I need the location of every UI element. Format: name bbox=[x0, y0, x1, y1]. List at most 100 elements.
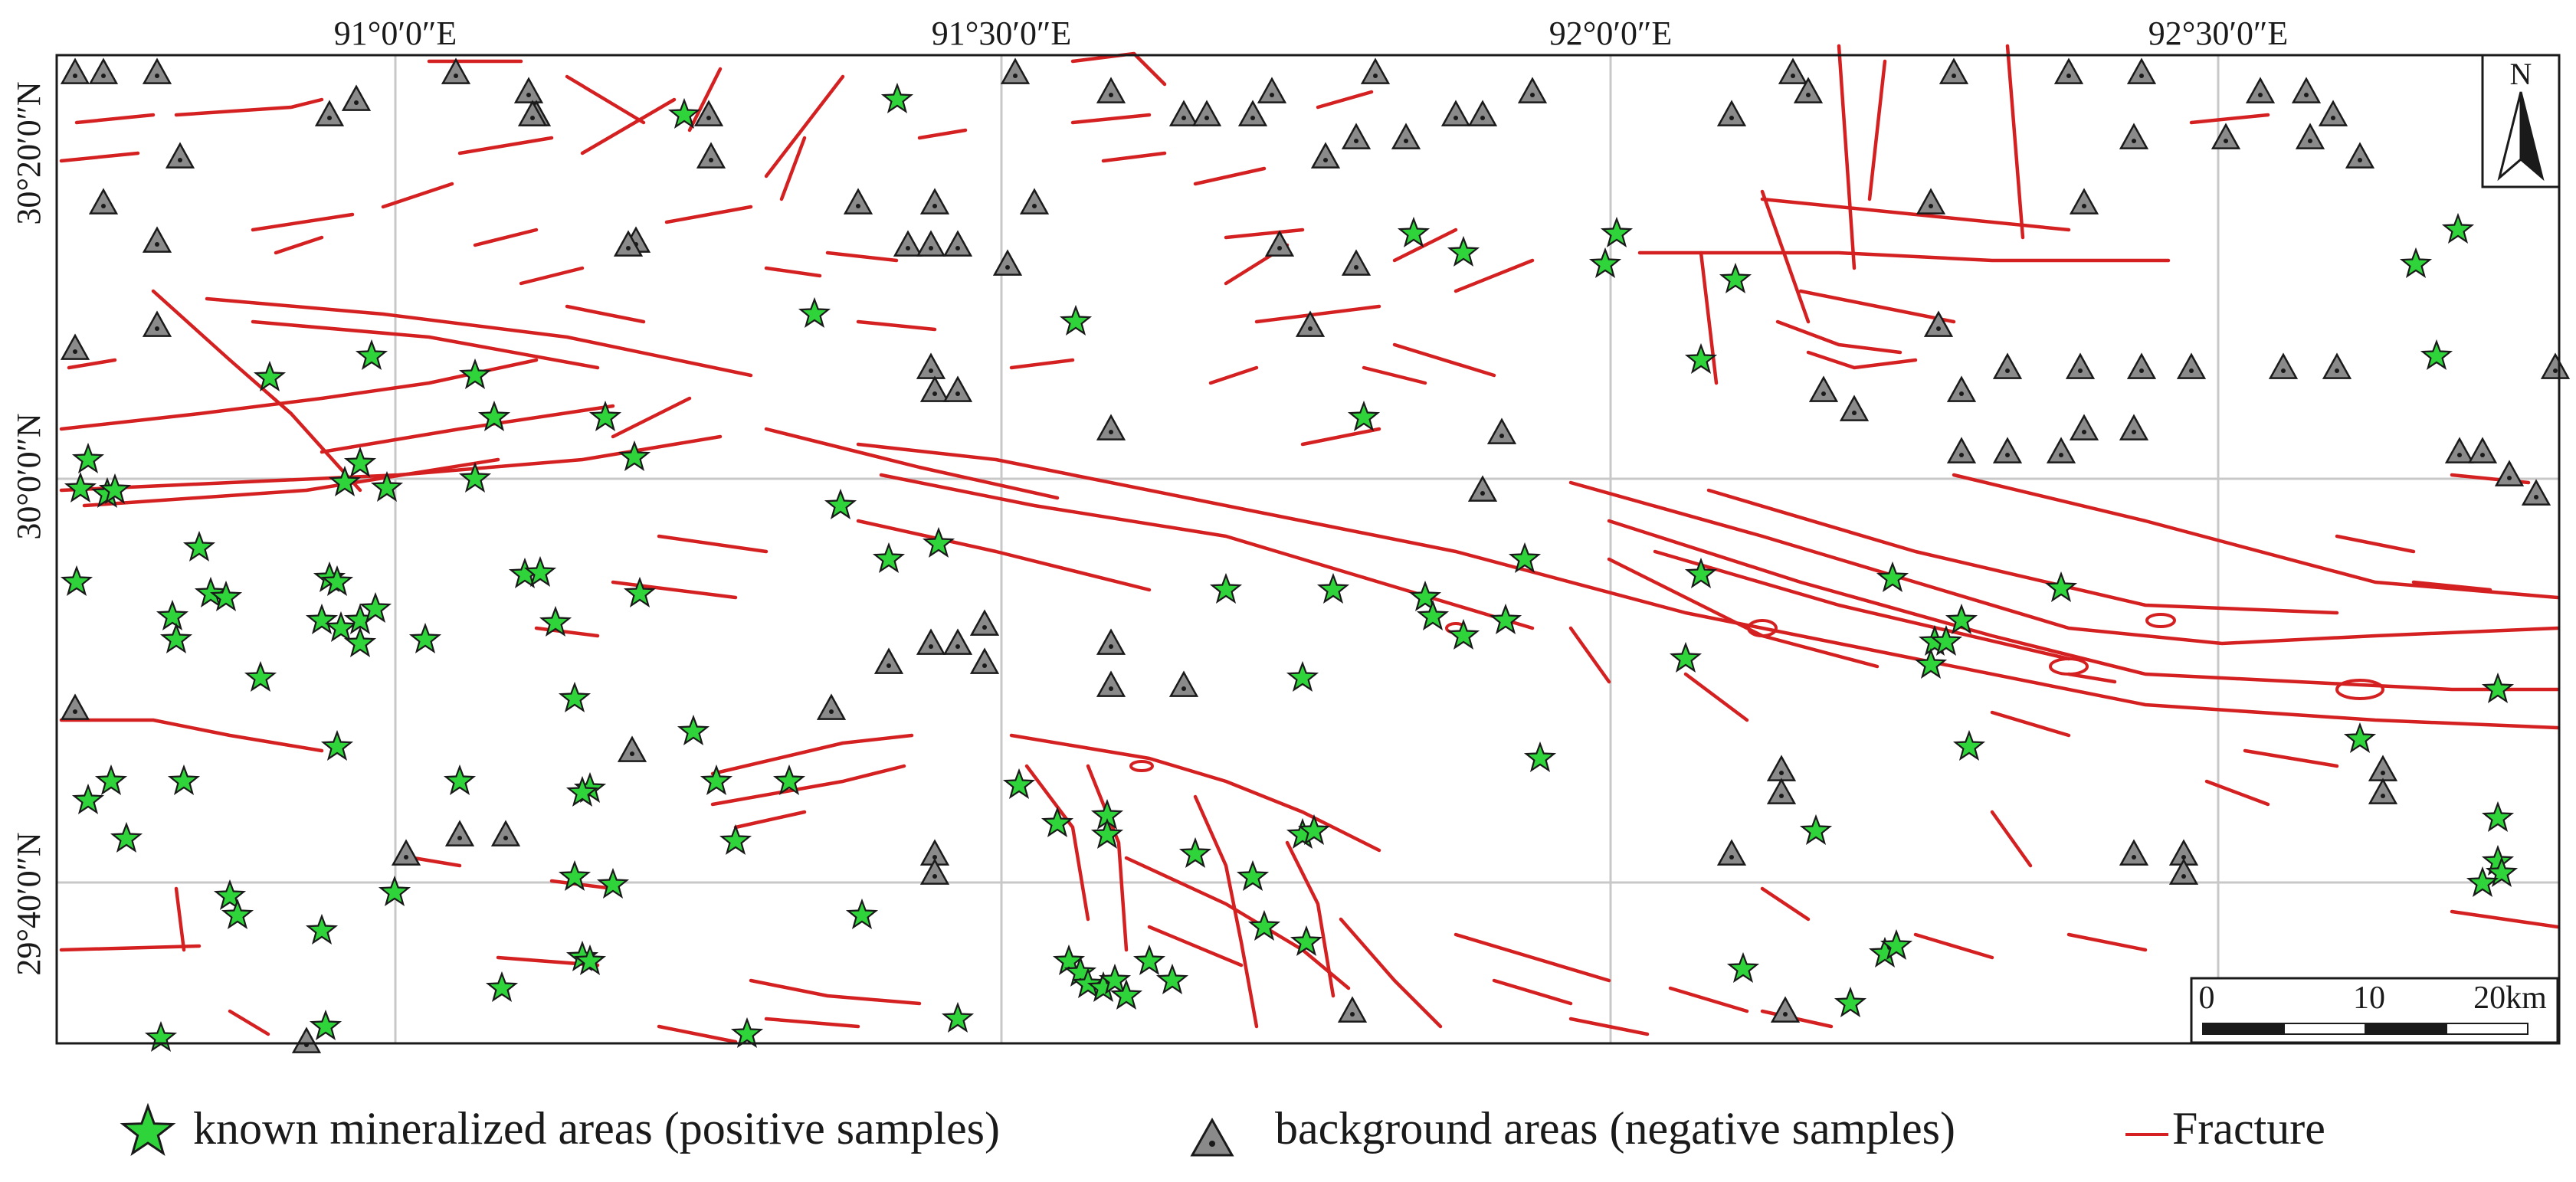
negative-sample bbox=[919, 858, 950, 885]
negative-sample bbox=[1716, 100, 1747, 126]
fracture-94 bbox=[2066, 672, 2117, 684]
negative-sample bbox=[617, 735, 647, 762]
map-area bbox=[57, 44, 2571, 1053]
negative-sample bbox=[1770, 996, 1801, 1023]
positive-sample bbox=[64, 471, 97, 503]
fracture-21 bbox=[1867, 59, 1887, 201]
positive-sample bbox=[1914, 647, 1948, 679]
negative-sample bbox=[1939, 57, 1969, 84]
negative-sample bbox=[60, 333, 90, 360]
negative-sample bbox=[1360, 57, 1391, 84]
negative-sample bbox=[2126, 57, 2157, 84]
negative-sample bbox=[893, 230, 923, 257]
fracture-20 bbox=[1798, 289, 1956, 324]
negative-sample bbox=[696, 142, 726, 169]
negative-sample bbox=[2368, 778, 2398, 804]
positive-sample bbox=[1132, 944, 1166, 975]
positive-sample bbox=[730, 1017, 764, 1048]
fracture-88 bbox=[764, 1017, 860, 1029]
negative-sample bbox=[942, 628, 973, 655]
fracture-16 bbox=[1607, 557, 1880, 669]
positive-sample bbox=[1397, 216, 1431, 247]
positive-sample bbox=[1236, 859, 1270, 891]
positive-sample bbox=[845, 898, 879, 929]
negative-sample bbox=[1486, 417, 1517, 444]
fracture-62 bbox=[611, 580, 738, 600]
negative-sample bbox=[992, 249, 1023, 276]
fracture-81 bbox=[2204, 779, 2270, 807]
positive-sample bbox=[378, 875, 411, 906]
positive-sample bbox=[182, 530, 216, 562]
map-background bbox=[57, 55, 2559, 1043]
positive-sample bbox=[824, 488, 857, 519]
fracture-57 bbox=[764, 266, 822, 278]
negative-sample bbox=[1992, 352, 2023, 379]
negative-sample bbox=[2295, 123, 2325, 149]
positive-sample bbox=[1726, 951, 1760, 983]
negative-sample bbox=[2119, 839, 2149, 866]
map-frame bbox=[55, 54, 2561, 1045]
positive-sample bbox=[1952, 729, 1986, 761]
fracture-102 bbox=[228, 1009, 270, 1036]
positive-sample bbox=[1286, 660, 1319, 692]
fracture-77 bbox=[1668, 986, 1749, 1013]
positive-sample bbox=[1684, 557, 1718, 588]
negative-sample bbox=[942, 230, 973, 257]
negative-sample bbox=[490, 820, 521, 846]
legend-negative-label: background areas (negative samples) bbox=[1275, 1103, 1955, 1154]
scale-bar: 0 10 20km bbox=[2190, 977, 2559, 1044]
negative-sample bbox=[2119, 123, 2149, 149]
fracture-34 bbox=[1254, 304, 1381, 324]
fracture-42 bbox=[457, 136, 554, 156]
negative-sample bbox=[2211, 123, 2241, 149]
positive-sample bbox=[1508, 542, 1542, 573]
negative-sample bbox=[1467, 100, 1498, 126]
fracture-1 bbox=[59, 358, 539, 431]
fracture-9 bbox=[856, 519, 1152, 592]
positive-sample bbox=[1523, 741, 1557, 772]
negative-sample bbox=[1946, 437, 1977, 463]
fracture-39 bbox=[1300, 427, 1381, 447]
fracture-75 bbox=[1492, 978, 1573, 1006]
positive-sample bbox=[588, 400, 622, 431]
positive-sample bbox=[244, 660, 277, 692]
positive-sample bbox=[2441, 212, 2475, 244]
positive-sample bbox=[941, 1001, 975, 1033]
positive-sample bbox=[1669, 641, 1703, 673]
fracture-99 bbox=[1990, 810, 2033, 868]
negative-sample bbox=[1168, 670, 1199, 697]
negative-sample bbox=[969, 647, 1000, 674]
fracture-4 bbox=[320, 404, 615, 454]
negative-sample bbox=[60, 57, 90, 84]
fracture-12 bbox=[1607, 519, 2560, 692]
positive-sample bbox=[443, 764, 477, 795]
positive-sample bbox=[596, 867, 630, 899]
fracture-64 bbox=[710, 733, 914, 776]
negative-sample bbox=[1808, 375, 1839, 402]
positive-sample bbox=[213, 879, 247, 910]
negative-sample bbox=[1778, 57, 1808, 84]
fracture-91 bbox=[1568, 626, 1611, 684]
positive-sample bbox=[623, 576, 657, 607]
negative-sample bbox=[2168, 858, 2199, 885]
negative-sample bbox=[1191, 100, 1222, 126]
positive-sample bbox=[485, 971, 519, 1002]
fracture-67 bbox=[1009, 733, 1381, 853]
positive-sample bbox=[159, 622, 193, 653]
fracture-93 bbox=[1990, 710, 2071, 738]
positive-sample bbox=[1109, 978, 1143, 1010]
fracture-43 bbox=[580, 97, 677, 156]
fracture-28 bbox=[1070, 113, 1152, 125]
negative-sample bbox=[2046, 437, 2076, 463]
positive-sample bbox=[677, 714, 710, 745]
negative-sample bbox=[1264, 230, 1295, 257]
fracture-72 bbox=[1285, 840, 1336, 998]
positive-sample bbox=[320, 729, 354, 761]
positive-sample bbox=[477, 400, 511, 431]
fracture-89 bbox=[657, 1024, 738, 1044]
fracture-17 bbox=[1637, 250, 2171, 263]
negative-sample bbox=[314, 100, 345, 126]
positive-sample bbox=[2399, 247, 2433, 278]
positive-sample bbox=[558, 681, 592, 712]
fracture-71 bbox=[1193, 794, 1259, 1029]
